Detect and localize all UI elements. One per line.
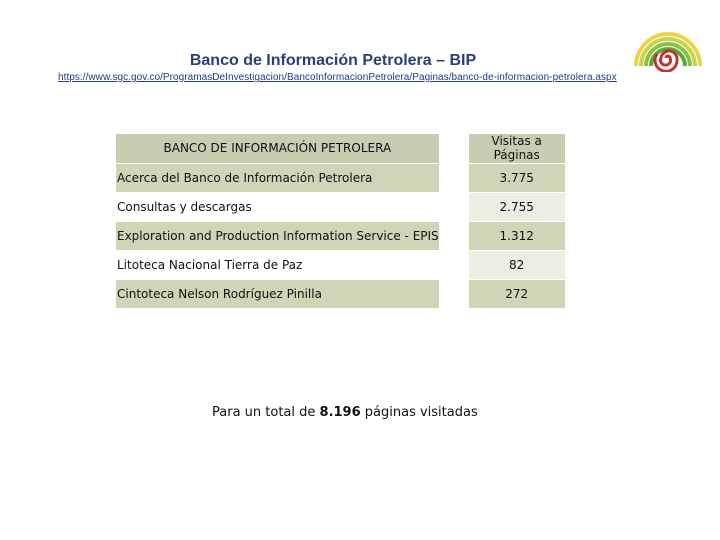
- page-title: Banco de Información Petrolera – BIP: [189, 52, 477, 69]
- total-suffix: páginas visitadas: [360, 405, 478, 420]
- total-value: 8.196: [319, 405, 361, 420]
- table-row: Acerca del Banco de Información Petroler…: [116, 163, 565, 193]
- source-link[interactable]: https://www.sgc.gov.co/ProgramasDeInvest…: [58, 72, 617, 83]
- row-name: Consultas y descargas: [116, 192, 469, 222]
- row-visits: 3.775: [453, 163, 565, 193]
- row-visits: 2.755: [453, 192, 565, 222]
- header-section: BANCO DE INFORMACIÓN PETROLERA: [116, 134, 469, 164]
- row-name: Acerca del Banco de Información Petroler…: [116, 163, 469, 193]
- rainbow-spiral-logo-icon: [634, 32, 702, 72]
- table-row: Cintoteca Nelson Rodríguez Pinilla 272: [116, 279, 565, 309]
- row-visits: 82: [453, 250, 565, 280]
- header-visits: Visitas a Páginas: [453, 134, 565, 164]
- table-row: Litoteca Nacional Tierra de Paz 82: [116, 250, 565, 280]
- table-header-row: BANCO DE INFORMACIÓN PETROLERA Visitas a…: [116, 134, 565, 164]
- total-summary: Para un total de 8.196 páginas visitadas: [212, 405, 478, 420]
- row-name: Exploration and Production Information S…: [116, 221, 469, 251]
- row-name: Litoteca Nacional Tierra de Paz: [116, 250, 469, 280]
- visits-table: BANCO DE INFORMACIÓN PETROLERA Visitas a…: [116, 134, 565, 309]
- row-visits: 1.312: [453, 221, 565, 251]
- row-name: Cintoteca Nelson Rodríguez Pinilla: [116, 279, 469, 309]
- row-visits: 272: [453, 279, 565, 309]
- table-row: Consultas y descargas 2.755: [116, 192, 565, 222]
- table-row: Exploration and Production Information S…: [116, 221, 565, 251]
- total-prefix: Para un total de: [212, 405, 320, 420]
